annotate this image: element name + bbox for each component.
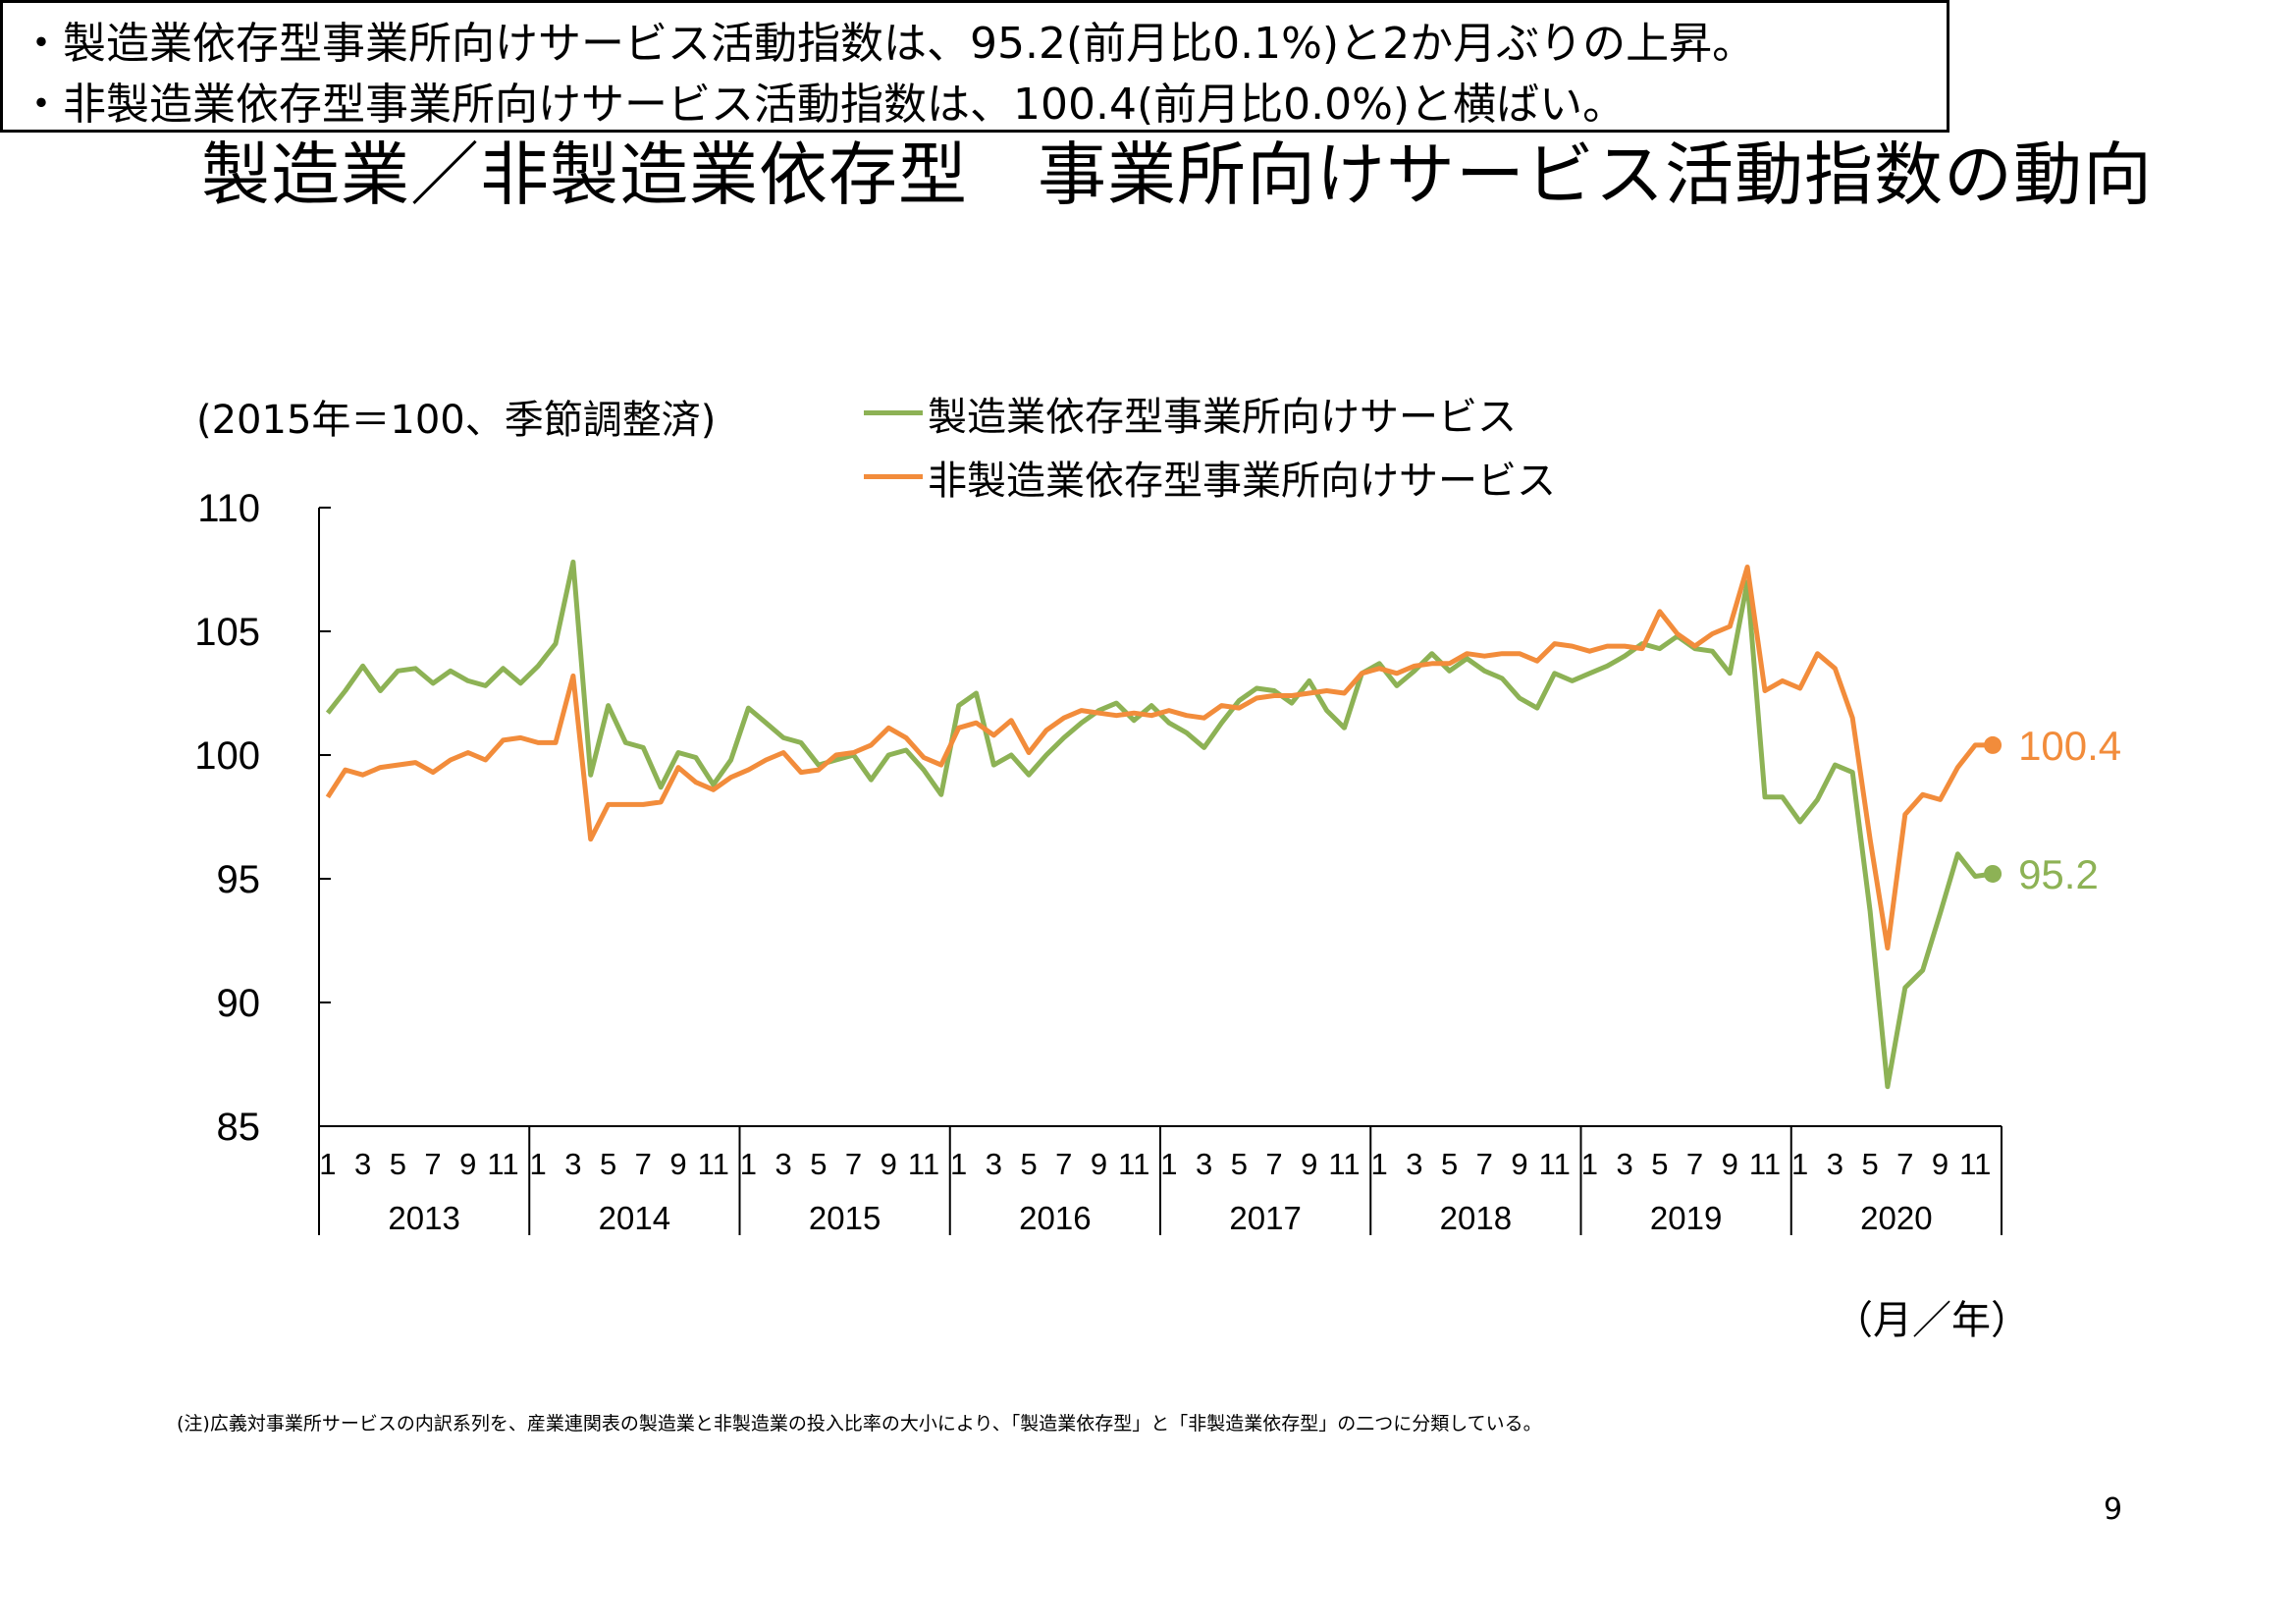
- y-tick-label: 95: [217, 858, 261, 901]
- x-tick-label: 11: [698, 1147, 729, 1181]
- footnote: (注)広義対事業所サービスの内訳系列を、産業連関表の製造業と非製造業の投入比率の…: [177, 1413, 1542, 1435]
- x-tick-label: 11: [1328, 1147, 1360, 1181]
- x-year-label: 2014: [599, 1200, 670, 1236]
- x-tick-label: 9: [459, 1147, 476, 1181]
- series-end-label: 100.4: [2018, 723, 2121, 769]
- x-year-label: 2019: [1650, 1200, 1722, 1236]
- x-tick-label: 1: [1371, 1147, 1388, 1181]
- x-tick-label: 7: [635, 1147, 652, 1181]
- x-tick-label: 11: [487, 1147, 518, 1181]
- x-tick-label: 5: [810, 1147, 827, 1181]
- x-year-label: 2015: [809, 1200, 881, 1236]
- x-tick-label: 1: [1791, 1147, 1808, 1181]
- series-end-marker: [1984, 864, 2002, 883]
- x-tick-label: 9: [1301, 1147, 1317, 1181]
- x-tick-label: 9: [1722, 1147, 1738, 1181]
- x-tick-label: 9: [669, 1147, 686, 1181]
- x-year-label: 2013: [388, 1200, 459, 1236]
- y-tick-label: 105: [194, 611, 260, 654]
- x-tick-label: 5: [1861, 1147, 1878, 1181]
- y-tick-label: 90: [217, 982, 261, 1025]
- x-tick-label: 9: [1511, 1147, 1527, 1181]
- x-tick-label: 7: [1896, 1147, 1913, 1181]
- x-axis-unit-label: （月／年）: [1834, 1298, 2030, 1343]
- x-tick-label: 7: [1476, 1147, 1493, 1181]
- x-tick-label: 3: [354, 1147, 371, 1181]
- x-year-label: 2018: [1440, 1200, 1512, 1236]
- page-number: 9: [2104, 1492, 2123, 1527]
- x-tick-label: 7: [1686, 1147, 1703, 1181]
- y-tick-label: 100: [194, 734, 260, 778]
- x-tick-label: 11: [908, 1147, 939, 1181]
- x-year-label: 2020: [1860, 1200, 1932, 1236]
- legend-label-non-manufacturing: 非製造業依存型事業所向けサービス: [928, 459, 1556, 504]
- x-tick-label: 5: [1231, 1147, 1248, 1181]
- legend-label-manufacturing: 製造業依存型事業所向けサービス: [928, 395, 1517, 440]
- y-tick-label: 110: [197, 487, 260, 530]
- series-line-manufacturing: [325, 559, 1994, 1090]
- x-tick-label: 3: [564, 1147, 581, 1181]
- unit-label: (2015年＝100、季節調整済): [196, 398, 717, 443]
- x-tick-label: 5: [390, 1147, 406, 1181]
- x-year-label: 2017: [1229, 1200, 1301, 1236]
- series-end-label: 95.2: [2018, 851, 2099, 897]
- x-tick-label: 9: [1932, 1147, 1949, 1181]
- x-tick-label: 11: [1749, 1147, 1781, 1181]
- x-tick-label: 5: [1441, 1147, 1458, 1181]
- x-tick-label: 3: [1617, 1147, 1633, 1181]
- page-title: 製造業／非製造業依存型 事業所向けサービス活動指数の動向: [201, 135, 2153, 215]
- series-end-marker: [1984, 735, 2002, 754]
- x-year-label: 2016: [1019, 1200, 1091, 1236]
- x-tick-label: 11: [1959, 1147, 1991, 1181]
- x-tick-label: 7: [1265, 1147, 1282, 1181]
- x-tick-label: 1: [1581, 1147, 1598, 1181]
- x-tick-label: 7: [424, 1147, 441, 1181]
- legend-swatch-non-manufacturing: [864, 474, 923, 479]
- x-tick-label: 3: [1827, 1147, 1843, 1181]
- x-tick-label: 3: [1406, 1147, 1422, 1181]
- x-tick-label: 11: [1539, 1147, 1571, 1181]
- x-tick-label: 7: [1055, 1147, 1072, 1181]
- x-tick-label: 7: [845, 1147, 862, 1181]
- legend-swatch-manufacturing: [864, 410, 923, 415]
- x-tick-label: 1: [950, 1147, 967, 1181]
- summary-line-non-manufacturing: ・非製造業依存型事業所向けサービス活動指数は、100.4(前月比0.0%)と横ば…: [20, 80, 1627, 130]
- x-tick-label: 5: [600, 1147, 616, 1181]
- x-tick-label: 5: [1020, 1147, 1037, 1181]
- x-tick-label: 1: [319, 1147, 336, 1181]
- y-tick-label: 85: [217, 1106, 261, 1149]
- series-line-non-manufacturing: [325, 565, 1994, 951]
- x-tick-label: 3: [1196, 1147, 1212, 1181]
- x-tick-label: 3: [986, 1147, 1002, 1181]
- x-tick-label: 11: [1118, 1147, 1149, 1181]
- x-tick-label: 1: [740, 1147, 757, 1181]
- x-tick-label: 1: [530, 1147, 547, 1181]
- x-tick-label: 9: [1091, 1147, 1107, 1181]
- x-tick-label: 1: [1160, 1147, 1177, 1181]
- x-tick-label: 5: [1651, 1147, 1668, 1181]
- x-tick-label: 3: [775, 1147, 792, 1181]
- summary-box: ・製造業依存型事業所向けサービス活動指数は、95.2(前月比0.1%)と2か月ぶ…: [0, 0, 1949, 133]
- summary-line-manufacturing: ・製造業依存型事業所向けサービス活動指数は、95.2(前月比0.1%)と2か月ぶ…: [20, 19, 1756, 69]
- x-tick-label: 9: [881, 1147, 897, 1181]
